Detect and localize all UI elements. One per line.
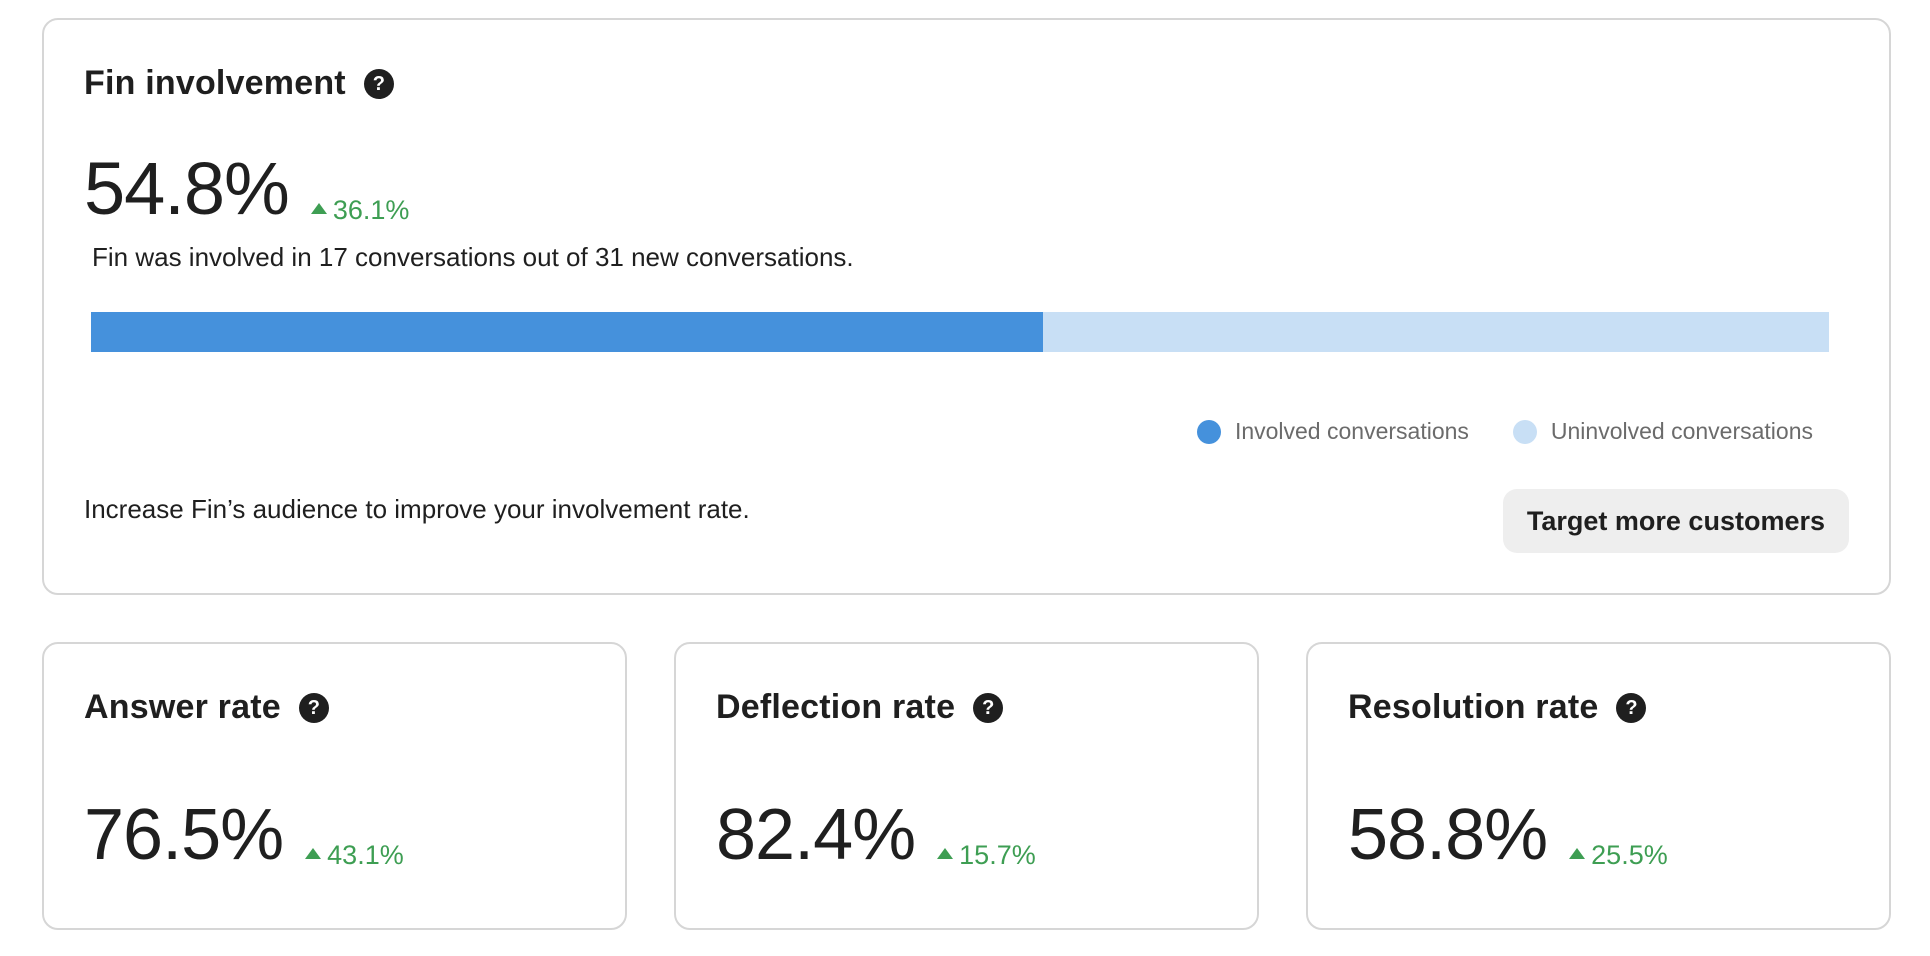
involved-dot-icon bbox=[1196, 419, 1221, 444]
legend-item-uninvolved: Uninvolved conversations bbox=[1512, 418, 1813, 445]
up-arrow-icon bbox=[937, 848, 954, 859]
resolution-rate-header: Resolution rate ? bbox=[1348, 688, 1647, 727]
uninvolved-dot-icon bbox=[1512, 419, 1537, 444]
resolution-rate-metric: 58.8% 25.5% bbox=[1348, 794, 1668, 876]
involvement-progress-bar bbox=[91, 312, 1829, 352]
fin-involvement-metric: 54.8% 36.1% bbox=[84, 146, 409, 231]
help-icon[interactable]: ? bbox=[298, 692, 329, 723]
legend-item-involved: Involved conversations bbox=[1196, 418, 1469, 445]
answer-rate-card: Answer rate ? 76.5% 43.1% bbox=[42, 642, 627, 930]
answer-rate-header: Answer rate ? bbox=[84, 688, 329, 727]
delta-value: 43.1% bbox=[327, 840, 404, 870]
deflection-rate-value: 82.4% bbox=[716, 795, 916, 875]
delta-value: 36.1% bbox=[332, 195, 410, 225]
legend-label-uninvolved: Uninvolved conversations bbox=[1550, 418, 1813, 444]
fin-involvement-card: Fin involvement ? 54.8% 36.1% Fin was in… bbox=[42, 18, 1891, 595]
deflection-rate-card: Deflection rate ? 82.4% 15.7% bbox=[674, 642, 1259, 930]
fin-involvement-title: Fin involvement bbox=[84, 64, 346, 102]
answer-rate-metric: 76.5% 43.1% bbox=[84, 794, 404, 876]
answer-rate-value: 76.5% bbox=[84, 795, 284, 875]
deflection-rate-delta: 15.7% bbox=[937, 840, 1036, 871]
deflection-rate-title: Deflection rate bbox=[716, 688, 956, 726]
fin-involvement-header: Fin involvement ? bbox=[84, 64, 394, 103]
deflection-rate-metric: 82.4% 15.7% bbox=[716, 794, 1036, 876]
answer-rate-title: Answer rate bbox=[84, 688, 281, 726]
up-arrow-icon bbox=[1569, 848, 1586, 859]
involvement-legend: Involved conversations Uninvolved conver… bbox=[1196, 418, 1813, 445]
legend-label-involved: Involved conversations bbox=[1234, 418, 1469, 444]
involvement-tip: Increase Fin’s audience to improve your … bbox=[84, 494, 750, 524]
answer-rate-delta: 43.1% bbox=[305, 840, 404, 871]
fin-involvement-delta: 36.1% bbox=[310, 195, 410, 226]
up-arrow-icon bbox=[305, 848, 322, 859]
involved-bar-segment bbox=[91, 312, 1044, 352]
resolution-rate-title: Resolution rate bbox=[1348, 688, 1599, 726]
fin-involvement-value: 54.8% bbox=[84, 147, 290, 230]
deflection-rate-header: Deflection rate ? bbox=[716, 688, 1004, 727]
target-more-customers-button[interactable]: Target more customers bbox=[1502, 489, 1849, 553]
delta-value: 25.5% bbox=[1591, 840, 1668, 870]
help-icon[interactable]: ? bbox=[973, 692, 1004, 723]
resolution-rate-delta: 25.5% bbox=[1569, 840, 1668, 871]
resolution-rate-card: Resolution rate ? 58.8% 25.5% bbox=[1306, 642, 1891, 930]
delta-value: 15.7% bbox=[959, 840, 1036, 870]
help-icon[interactable]: ? bbox=[1616, 692, 1647, 723]
fin-involvement-subtitle: Fin was involved in 17 conversations out… bbox=[92, 242, 854, 272]
help-icon[interactable]: ? bbox=[363, 68, 394, 99]
up-arrow-icon bbox=[310, 203, 327, 214]
resolution-rate-value: 58.8% bbox=[1348, 795, 1548, 875]
